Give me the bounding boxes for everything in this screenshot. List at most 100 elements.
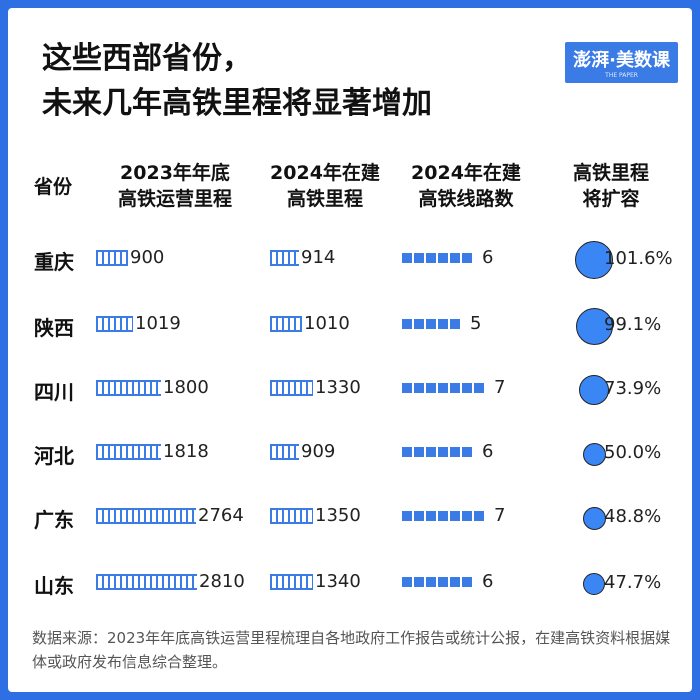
expansion-circle-wrap	[574, 306, 614, 346]
mileage-2023-cell: 2810	[96, 571, 245, 592]
lines-2024-value: 7	[494, 505, 506, 526]
expansion-circle	[582, 442, 606, 466]
line-count-square	[438, 382, 448, 393]
brand-logo: 澎湃·美数课 THE PAPER	[565, 42, 678, 83]
expansion-circle	[575, 241, 613, 279]
expansion-value: 47.7%	[604, 572, 662, 593]
province-label: 山东	[34, 574, 74, 598]
lines-2024-value: 6	[482, 441, 494, 462]
mileage-2023-cell: 900	[96, 247, 164, 268]
construction-2024-value: 1010	[304, 313, 350, 334]
line-count-square	[462, 252, 472, 263]
lines-2024-cell: 6	[402, 247, 493, 268]
header-construction-2024-line1: 2024年在建	[270, 162, 380, 184]
expansion-value: 101.6%	[604, 248, 673, 269]
mileage-2023-value: 1800	[163, 377, 209, 398]
mileage-2023-bar	[96, 443, 161, 460]
table-row: 重庆 900 914 6 101.6%	[8, 240, 692, 280]
mileage-2023-cell: 1019	[96, 313, 181, 334]
line-count-square	[438, 576, 448, 587]
expansion-circle-wrap	[574, 498, 614, 538]
line-count-square	[426, 446, 436, 457]
table-row: 河北 1818 909 6 50.0%	[8, 434, 692, 474]
line-count-square	[462, 576, 472, 587]
construction-2024-value: 1330	[315, 377, 361, 398]
construction-2024-value: 1340	[315, 571, 361, 592]
line-count-square	[414, 576, 424, 587]
mileage-2023-bar	[96, 315, 133, 332]
lines-2024-cell: 5	[402, 313, 481, 334]
expansion-circle	[575, 307, 613, 345]
province-label: 陕西	[34, 316, 74, 340]
construction-2024-bar	[270, 315, 302, 332]
line-count-square	[462, 446, 472, 457]
construction-2024-bar	[270, 507, 313, 524]
header-lines-2024: 2024年在建 高铁线路数	[396, 160, 536, 212]
construction-2024-bar	[270, 249, 299, 266]
header-construction-2024-line2: 高铁里程	[286, 188, 363, 210]
line-count-square	[402, 446, 412, 457]
line-count-square	[462, 510, 472, 521]
line-count-square	[402, 382, 412, 393]
construction-2024-value: 1350	[315, 505, 361, 526]
mileage-2023-value: 2764	[198, 505, 244, 526]
lines-2024-value: 6	[482, 247, 494, 268]
mileage-2023-cell: 1800	[96, 377, 209, 398]
line-count-square	[450, 252, 460, 263]
table-row: 山东 2810 1340 6 47.7%	[8, 564, 692, 604]
header-lines-2024-line2: 高铁线路数	[418, 188, 514, 210]
expansion-circle	[582, 506, 606, 530]
mileage-2023-bar	[96, 249, 128, 266]
lines-2024-cell: 7	[402, 377, 505, 398]
header-mileage-2023-line1: 2023年年底	[120, 162, 230, 184]
line-count-square	[438, 252, 448, 263]
construction-2024-bar	[270, 443, 299, 460]
construction-2024-cell: 1340	[270, 571, 361, 592]
header-province: 省份	[34, 176, 73, 198]
line-count-square	[402, 318, 412, 329]
brand-subtitle: THE PAPER	[605, 72, 638, 79]
lines-2024-value: 5	[470, 313, 482, 334]
mileage-2023-value: 1019	[135, 313, 181, 334]
line-count-square	[426, 252, 436, 263]
expansion-circle-wrap	[574, 564, 614, 604]
brand-name: 澎湃·美数课	[573, 50, 670, 71]
line-count-square	[414, 252, 424, 263]
line-count-square	[426, 318, 436, 329]
line-count-square	[402, 252, 412, 263]
construction-2024-cell: 909	[270, 441, 335, 462]
lines-2024-value: 7	[494, 377, 506, 398]
header-construction-2024: 2024年在建 高铁里程	[260, 160, 390, 212]
line-count-square	[462, 382, 472, 393]
expansion-value: 73.9%	[604, 378, 662, 399]
line-count-square	[426, 510, 436, 521]
line-count-square	[474, 510, 484, 521]
construction-2024-cell: 914	[270, 247, 335, 268]
table-row: 四川 1800 1330 7 73.9%	[8, 370, 692, 410]
title-line-2: 未来几年高铁里程将显著增加	[42, 86, 432, 121]
infographic-card: 这些西部省份， 未来几年高铁里程将显著增加 澎湃·美数课 THE PAPER 省…	[8, 8, 692, 692]
line-count-square	[414, 446, 424, 457]
expansion-circle-wrap	[574, 240, 614, 280]
expansion-value: 48.8%	[604, 506, 662, 527]
line-count-square	[450, 446, 460, 457]
province-label: 四川	[34, 380, 74, 404]
line-count-square	[414, 510, 424, 521]
line-count-square	[438, 318, 448, 329]
chart-title: 这些西部省份， 未来几年高铁里程将显著增加	[42, 36, 432, 126]
construction-2024-bar	[270, 379, 313, 396]
lines-2024-cell: 6	[402, 571, 493, 592]
data-source-note: 数据来源：2023年年底高铁运营里程梳理自各地政府工作报告或统计公报，在建高铁资…	[32, 629, 671, 671]
province-label: 重庆	[34, 250, 74, 274]
construction-2024-cell: 1330	[270, 377, 361, 398]
mileage-2023-cell: 1818	[96, 441, 209, 462]
header-expansion: 高铁里程 将扩容	[556, 160, 666, 212]
header-lines-2024-line1: 2024年在建	[411, 162, 521, 184]
header-mileage-2023-line2: 高铁运营里程	[117, 188, 232, 210]
mileage-2023-value: 900	[130, 247, 165, 268]
lines-2024-cell: 7	[402, 505, 505, 526]
expansion-value: 99.1%	[604, 314, 662, 335]
header-expansion-line2: 将扩容	[582, 188, 640, 210]
line-count-square	[450, 382, 460, 393]
table-header: 省份 2023年年底 高铁运营里程 2024年在建 高铁里程 2024年在建 高…	[8, 160, 692, 220]
